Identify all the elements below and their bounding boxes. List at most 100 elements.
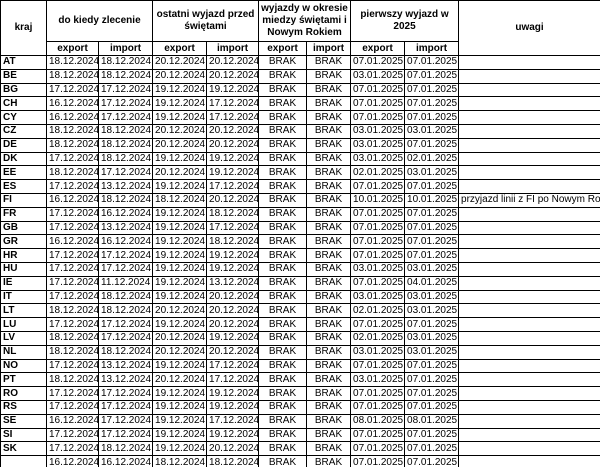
cell: 19.12.2024 <box>206 248 259 263</box>
cell: 18.12.2024 <box>97 55 154 70</box>
cell: 19.12.2024 <box>152 248 208 263</box>
cell: 07.01.2025 <box>404 317 460 332</box>
cell: BE <box>0 68 47 84</box>
cell <box>458 427 600 443</box>
cell <box>458 386 600 401</box>
data-row: SE 16.12.2024 17.12.2024 19.12.2024 17.12.20… <box>0 413 600 429</box>
cell: BRAK <box>306 399 352 415</box>
data-row: CZ 18.12.2024 18.12.2024 20.12.2024 20.12.20… <box>0 123 600 139</box>
cell: 17.12.2024 <box>46 317 99 332</box>
cell: 07.01.2025 <box>350 234 406 250</box>
cell: 16.12.2024 <box>97 455 154 467</box>
cell: DK <box>0 151 47 167</box>
cell: 20.12.2024 <box>206 303 259 319</box>
cell: 19.12.2024 <box>152 275 208 291</box>
cell: BRAK <box>258 234 308 250</box>
cell: 16.12.2024 <box>46 192 99 208</box>
cell: 17.12.2024 <box>97 110 154 125</box>
cell: 08.01.2025 <box>350 413 406 429</box>
cell: 20.12.2024 <box>206 137 259 153</box>
cell: 07.01.2025 <box>350 358 406 374</box>
data-row: IT 17.12.2024 18.12.2024 19.12.2024 20.12.20… <box>0 289 600 305</box>
cell: 20.12.2024 <box>206 344 259 360</box>
cell: BRAK <box>258 137 308 153</box>
cell: 07.01.2025 <box>404 427 460 443</box>
cell <box>458 137 600 153</box>
cell: 07.01.2025 <box>404 386 460 401</box>
cell <box>458 68 600 84</box>
cell: BRAK <box>306 372 352 388</box>
cell <box>458 330 600 346</box>
cell: BRAK <box>306 179 352 194</box>
cell: 20.12.2024 <box>206 289 259 305</box>
cell: 19.12.2024 <box>152 413 208 429</box>
cell: BRAK <box>306 55 352 70</box>
cell: BRAK <box>306 344 352 360</box>
cell: 03.01.2025 <box>404 330 460 346</box>
cell <box>0 455 47 467</box>
cell: 18.12.2024 <box>46 165 99 181</box>
cell: 11.12.2024 <box>97 275 154 291</box>
cell: 19.12.2024 <box>206 399 259 415</box>
cell: 19.12.2024 <box>152 427 208 443</box>
cell: IT <box>0 289 47 305</box>
header-cell: uwagi <box>458 0 600 56</box>
cell: 17.12.2024 <box>206 413 259 429</box>
cell: 18.12.2024 <box>97 192 154 208</box>
cell: RS <box>0 399 47 415</box>
cell: 03.01.2025 <box>350 289 406 305</box>
data-row: GR 16.12.2024 16.12.2024 19.12.2024 18.12.20… <box>0 234 600 250</box>
cell <box>458 151 600 167</box>
cell: BRAK <box>306 96 352 112</box>
cell: 18.12.2024 <box>97 151 154 167</box>
cell: 19.12.2024 <box>152 220 208 236</box>
cell: EE <box>0 165 47 181</box>
cell: BG <box>0 82 47 98</box>
subheader-cell: export <box>350 41 406 56</box>
data-row: BE 18.12.2024 18.12.2024 20.12.2024 20.12.20… <box>0 68 600 84</box>
cell: 02.01.2025 <box>350 303 406 319</box>
cell: 18.12.2024 <box>97 441 154 457</box>
cell: 18.12.2024 <box>97 344 154 360</box>
cell: 18.12.2024 <box>46 303 99 319</box>
cell: 19.12.2024 <box>152 441 208 457</box>
cell: BRAK <box>258 344 308 360</box>
subheader-cell: import <box>306 41 352 56</box>
cell: BRAK <box>258 110 308 125</box>
subheader-cell: import <box>97 41 154 56</box>
cell: 03.01.2025 <box>350 151 406 167</box>
cell: 18.12.2024 <box>46 344 99 360</box>
cell: 20.12.2024 <box>206 68 259 84</box>
cell: 17.12.2024 <box>97 96 154 112</box>
cell: 18.12.2024 <box>97 289 154 305</box>
cell: 03.01.2025 <box>404 261 460 277</box>
cell: 17.12.2024 <box>97 261 154 277</box>
cell: 03.01.2025 <box>350 137 406 153</box>
cell: 17.12.2024 <box>97 399 154 415</box>
data-row: EE 18.12.2024 17.12.2024 20.12.2024 19.12.20… <box>0 165 600 181</box>
cell: BRAK <box>258 330 308 346</box>
data-row: LV 18.12.2024 17.12.2024 20.12.2024 19.12.20… <box>0 330 600 346</box>
cell: 07.01.2025 <box>404 110 460 125</box>
cell: 16.12.2024 <box>97 206 154 222</box>
cell: BRAK <box>306 455 352 467</box>
cell: BRAK <box>258 372 308 388</box>
cell: 20.12.2024 <box>206 317 259 332</box>
cell: BRAK <box>306 234 352 250</box>
cell: 13.12.2024 <box>97 358 154 374</box>
cell: SI <box>0 427 47 443</box>
cell: 17.12.2024 <box>46 358 99 374</box>
cell: 18.12.2024 <box>46 123 99 139</box>
cell: CH <box>0 96 47 112</box>
cell <box>458 399 600 415</box>
cell: 19.12.2024 <box>152 289 208 305</box>
cell: 10.01.2025 <box>350 192 406 208</box>
group-header: pierwszy wyjazd w 2025 <box>350 0 460 42</box>
cell: AT <box>0 55 47 70</box>
cell: CZ <box>0 123 47 139</box>
cell: 20.12.2024 <box>206 441 259 457</box>
cell: 19.12.2024 <box>152 96 208 112</box>
cell: 16.12.2024 <box>46 234 99 250</box>
cell: CY <box>0 110 47 125</box>
cell: 17.12.2024 <box>97 330 154 346</box>
